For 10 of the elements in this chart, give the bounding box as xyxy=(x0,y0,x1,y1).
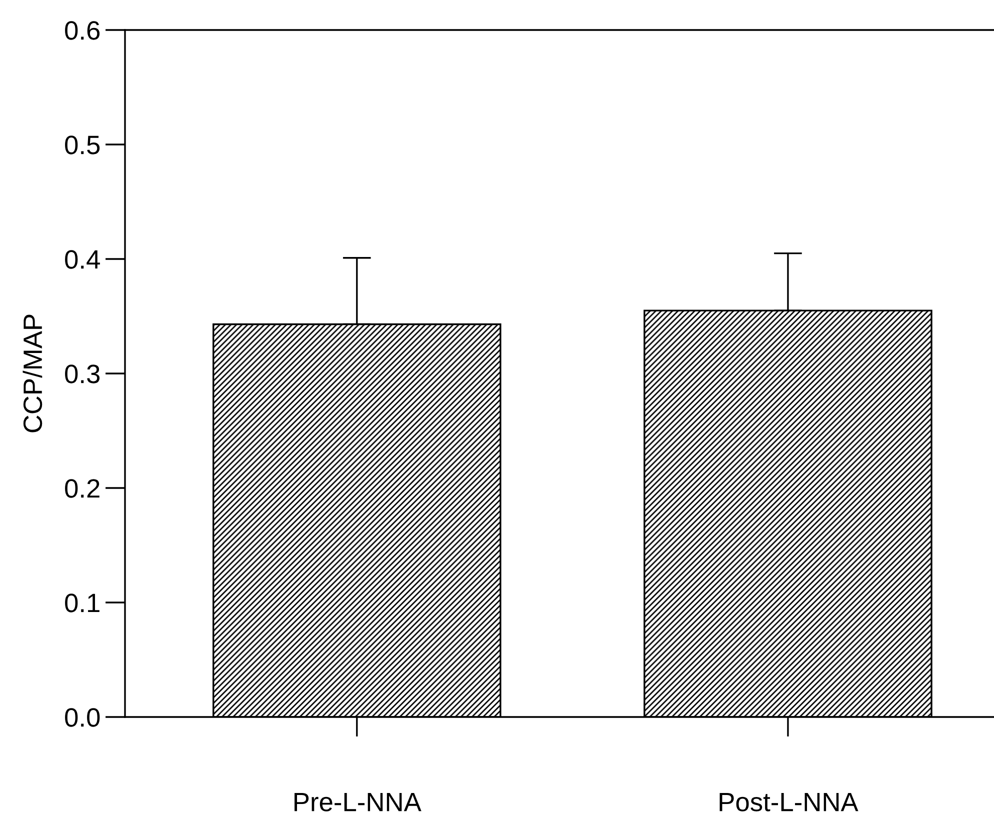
x-tick-label: Post-L-NNA xyxy=(720,792,858,812)
y-tick-label: 0.0 xyxy=(65,708,100,727)
y-tick-label: 0.2 xyxy=(65,479,100,498)
y-tick-label: 0.5 xyxy=(65,136,100,154)
y-tick-label: 0.6 xyxy=(65,21,100,40)
y-tick-label: 0.3 xyxy=(65,364,100,384)
y-tick-label: 0.4 xyxy=(65,250,100,269)
y-axis-title: CCP/MAP xyxy=(22,314,42,432)
y-tick-label: 0.1 xyxy=(65,594,100,612)
x-tick-label: Pre-L-NNA xyxy=(294,792,422,812)
